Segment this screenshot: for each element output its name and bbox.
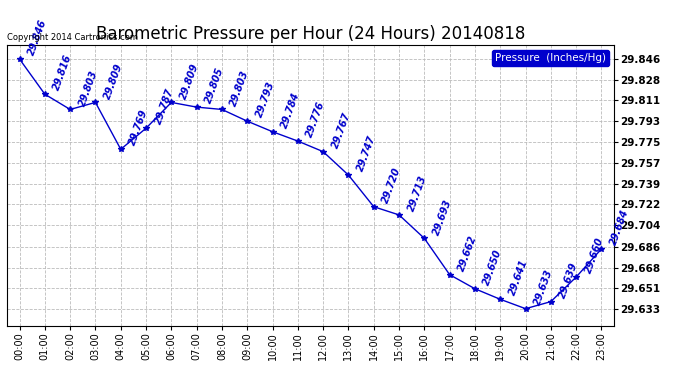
Pressure  (Inches/Hg)	[522, 306, 530, 311]
Pressure  (Inches/Hg)	[268, 129, 277, 134]
Text: 29.684: 29.684	[609, 208, 631, 247]
Text: 29.720: 29.720	[381, 166, 403, 204]
Text: 29.747: 29.747	[355, 134, 377, 173]
Line: Pressure  (Inches/Hg): Pressure (Inches/Hg)	[17, 56, 604, 312]
Text: 29.787: 29.787	[153, 87, 175, 126]
Pressure  (Inches/Hg)	[420, 236, 428, 241]
Legend: Pressure  (Inches/Hg): Pressure (Inches/Hg)	[492, 50, 609, 66]
Text: 29.803: 29.803	[77, 69, 99, 107]
Pressure  (Inches/Hg)	[572, 275, 580, 279]
Pressure  (Inches/Hg)	[117, 147, 125, 152]
Text: 29.639: 29.639	[558, 261, 580, 300]
Text: 29.809: 29.809	[102, 62, 125, 100]
Pressure  (Inches/Hg)	[294, 139, 302, 143]
Pressure  (Inches/Hg)	[471, 286, 479, 291]
Pressure  (Inches/Hg)	[66, 107, 75, 112]
Pressure  (Inches/Hg)	[395, 213, 403, 217]
Pressure  (Inches/Hg)	[193, 105, 201, 110]
Pressure  (Inches/Hg)	[344, 173, 353, 177]
Pressure  (Inches/Hg)	[370, 204, 378, 209]
Text: 29.793: 29.793	[254, 80, 277, 119]
Pressure  (Inches/Hg)	[142, 126, 150, 130]
Text: 29.809: 29.809	[178, 62, 201, 100]
Text: 29.805: 29.805	[204, 66, 226, 105]
Text: 29.816: 29.816	[52, 53, 74, 92]
Text: 29.650: 29.650	[482, 248, 504, 286]
Pressure  (Inches/Hg)	[218, 107, 226, 112]
Pressure  (Inches/Hg)	[167, 100, 175, 105]
Pressure  (Inches/Hg)	[15, 57, 23, 61]
Pressure  (Inches/Hg)	[91, 100, 99, 105]
Text: 29.803: 29.803	[229, 69, 251, 107]
Text: Copyright 2014 Cartronics.com: Copyright 2014 Cartronics.com	[7, 33, 138, 42]
Text: 29.633: 29.633	[533, 268, 555, 306]
Pressure  (Inches/Hg)	[496, 297, 504, 302]
Pressure  (Inches/Hg)	[446, 272, 454, 277]
Text: 29.767: 29.767	[330, 111, 353, 150]
Pressure  (Inches/Hg)	[319, 149, 327, 154]
Text: 29.784: 29.784	[279, 91, 302, 129]
Text: 29.660: 29.660	[583, 236, 605, 275]
Text: 29.776: 29.776	[305, 100, 327, 139]
Text: 29.769: 29.769	[128, 108, 150, 147]
Text: 29.693: 29.693	[431, 198, 453, 236]
Text: 29.846: 29.846	[26, 18, 49, 57]
Text: 29.662: 29.662	[457, 234, 479, 273]
Pressure  (Inches/Hg)	[41, 92, 49, 96]
Text: 29.641: 29.641	[507, 258, 529, 297]
Text: 29.713: 29.713	[406, 174, 428, 213]
Pressure  (Inches/Hg)	[598, 247, 606, 251]
Title: Barometric Pressure per Hour (24 Hours) 20140818: Barometric Pressure per Hour (24 Hours) …	[96, 26, 525, 44]
Pressure  (Inches/Hg)	[243, 119, 251, 123]
Pressure  (Inches/Hg)	[546, 299, 555, 304]
